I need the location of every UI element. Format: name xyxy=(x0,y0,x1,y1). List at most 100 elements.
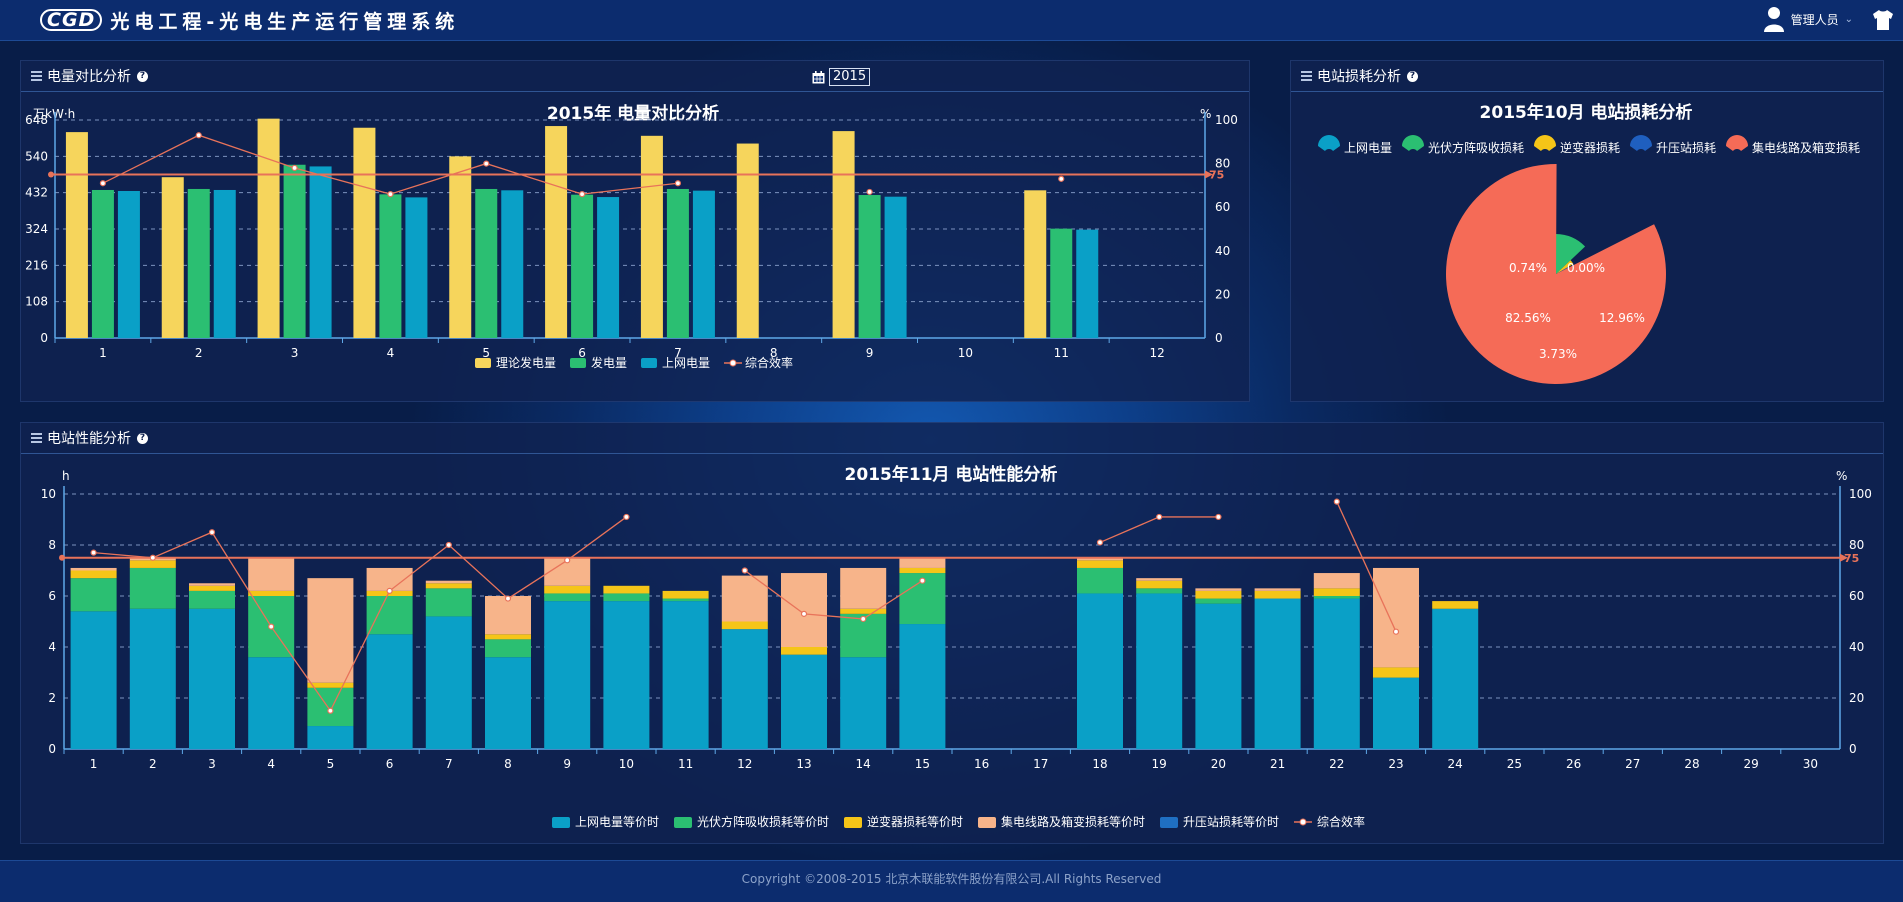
legend-swatch xyxy=(475,358,491,368)
bar-inverter-loss xyxy=(1136,580,1183,589)
y2-tick-label: 40 xyxy=(1849,640,1864,654)
y-tick-label: 8 xyxy=(48,538,56,552)
bar-collector-loss xyxy=(840,567,887,609)
legend-swatch xyxy=(978,817,996,828)
theme-shirt-icon[interactable] xyxy=(1871,8,1895,32)
bar-theory xyxy=(832,131,855,338)
menu-icon[interactable] xyxy=(31,69,42,83)
app-logo[interactable]: CGD 光电工程-光电生产运行管理系统 xyxy=(40,9,459,33)
legend-swatch xyxy=(1402,135,1424,151)
bar-collector-loss xyxy=(1077,557,1123,561)
bar-theory xyxy=(449,156,472,338)
bar-collector-loss xyxy=(485,596,531,635)
x-tick-label: 24 xyxy=(1448,757,1463,771)
bar-collector-loss xyxy=(1195,588,1242,591)
legend-swatch xyxy=(844,817,862,828)
x-tick-label: 3 xyxy=(208,757,216,771)
menu-icon[interactable] xyxy=(1301,69,1312,83)
year-input[interactable]: 2015 xyxy=(829,68,871,86)
mark-line-start xyxy=(59,554,65,561)
legend-label: 综合效率 xyxy=(1317,814,1365,829)
efficiency-point xyxy=(860,615,867,623)
y-tick-label: 4 xyxy=(48,640,56,654)
legend-label: 理论发电量 xyxy=(496,355,556,370)
efficiency-point xyxy=(564,557,571,564)
efficiency-point xyxy=(1156,513,1163,521)
bar-theory xyxy=(65,132,88,338)
bar-inverter-loss xyxy=(899,567,946,574)
legend-label: 综合效率 xyxy=(745,355,793,370)
bar-collector-loss xyxy=(1313,573,1360,589)
bar-array-loss xyxy=(603,593,650,602)
bar-inverter-loss xyxy=(1077,560,1123,568)
x-tick-label: 20 xyxy=(1211,757,1226,771)
bar-inverter-loss xyxy=(1195,590,1242,599)
legend-swatch-dot xyxy=(729,359,737,367)
legend-swatch xyxy=(1534,135,1556,151)
y-tick-label: 216 xyxy=(25,258,48,272)
slice-label: 82.56% xyxy=(1505,311,1551,325)
legend-label: 升压站损耗 xyxy=(1656,141,1716,155)
user-menu[interactable]: 管理人员 ⌄ xyxy=(1763,6,1853,32)
help-icon[interactable]: ? xyxy=(137,432,148,444)
slice-station-loss xyxy=(1556,267,1569,274)
bar-array-loss xyxy=(485,639,531,658)
x-tick-label: 3 xyxy=(291,346,299,360)
x-tick-label: 12 xyxy=(1149,346,1164,360)
bar-generation xyxy=(475,188,498,338)
efficiency-point xyxy=(208,529,216,536)
bar-array-loss xyxy=(662,598,709,602)
legend-swatch xyxy=(1726,135,1748,151)
calendar-icon xyxy=(812,70,825,83)
efficiency-point xyxy=(195,132,202,139)
perf-panel-title: 电站性能分析 xyxy=(47,431,131,447)
mark-line-label: 75 xyxy=(1844,552,1859,565)
bar-generation xyxy=(283,164,306,338)
legend-label: 逆变器损耗 xyxy=(1560,140,1620,155)
bar-collector-loss xyxy=(721,575,768,622)
bar-theory xyxy=(545,126,568,338)
menu-icon[interactable] xyxy=(31,431,42,445)
efficiency-point xyxy=(741,567,748,574)
legend-swatch xyxy=(1630,135,1652,151)
mark-line-arrow xyxy=(1205,170,1213,179)
perf-panel-header: 电站性能分析 ? xyxy=(21,423,1883,454)
x-tick-label: 26 xyxy=(1566,757,1581,771)
help-icon[interactable]: ? xyxy=(1407,70,1418,82)
bar-array-loss xyxy=(307,687,354,727)
bar-collector-loss xyxy=(248,557,295,591)
efficiency-line xyxy=(93,516,627,713)
x-tick-label: 5 xyxy=(327,757,335,771)
loss-panel-title: 电站损耗分析 xyxy=(1317,69,1401,85)
bar-grid xyxy=(405,197,428,338)
x-tick-label: 30 xyxy=(1803,757,1818,771)
y-tick-label: 540 xyxy=(25,149,48,163)
y-tick-label: 10 xyxy=(41,487,56,501)
x-tick-label: 8 xyxy=(504,757,512,771)
efficiency-point xyxy=(1096,539,1104,546)
y-tick-label: 648 xyxy=(25,113,48,127)
x-tick-label: 16 xyxy=(974,757,989,771)
year-selector[interactable]: 2015 xyxy=(812,68,871,86)
legend-label: 升压站损耗等价时 xyxy=(1183,815,1279,829)
bar-grid xyxy=(309,166,332,338)
bar-collector-loss xyxy=(366,567,413,591)
user-name: 管理人员 xyxy=(1790,12,1839,27)
efficiency-point xyxy=(919,577,926,584)
legend-label: 集电线路及箱变损耗 xyxy=(1752,140,1860,155)
x-tick-label: 8 xyxy=(770,346,778,360)
efficiency-point xyxy=(483,160,490,167)
help-icon[interactable]: ? xyxy=(137,70,148,82)
x-tick-label: 27 xyxy=(1625,757,1640,771)
bar-generation xyxy=(571,194,594,338)
chart-title: 2015年10月 电站损耗分析 xyxy=(1480,102,1693,123)
legend-swatch xyxy=(1160,817,1178,828)
bar-inverter-loss xyxy=(189,585,235,591)
x-tick-label: 7 xyxy=(445,757,453,771)
legend-swatch xyxy=(1318,135,1340,151)
x-tick-label: 15 xyxy=(915,757,930,771)
bar-grid xyxy=(597,197,620,338)
legend-swatch xyxy=(641,358,657,368)
bar-generation xyxy=(858,195,881,338)
bar-grid-hours xyxy=(840,657,887,749)
